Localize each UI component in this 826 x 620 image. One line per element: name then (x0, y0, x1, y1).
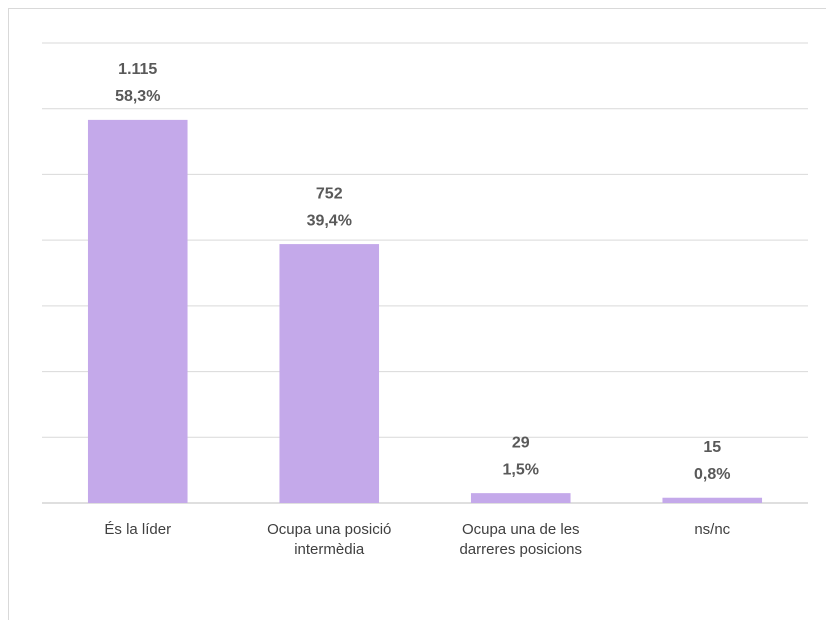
bar (87, 119, 188, 503)
count-label: 15 (703, 439, 721, 456)
x-tick-label: ns/nc (694, 521, 731, 538)
bar (470, 493, 571, 503)
bar (662, 497, 763, 503)
value-label: 1,5% (503, 461, 539, 478)
value-label: 39,4% (307, 212, 352, 229)
x-tick-label: Ocupa una de les darreres posicions (459, 521, 583, 558)
count-label: 1.115 (118, 61, 157, 78)
value-label: 58,3% (115, 88, 160, 105)
value-label: 0,8% (694, 466, 730, 483)
chart-frame (8, 8, 826, 620)
x-tick-label: Ocupa una posició intermèdia (267, 521, 392, 558)
x-tick-label: És la líder (104, 521, 172, 538)
count-label: 29 (512, 434, 530, 451)
bar (279, 244, 380, 504)
count-label: 752 (316, 185, 343, 202)
